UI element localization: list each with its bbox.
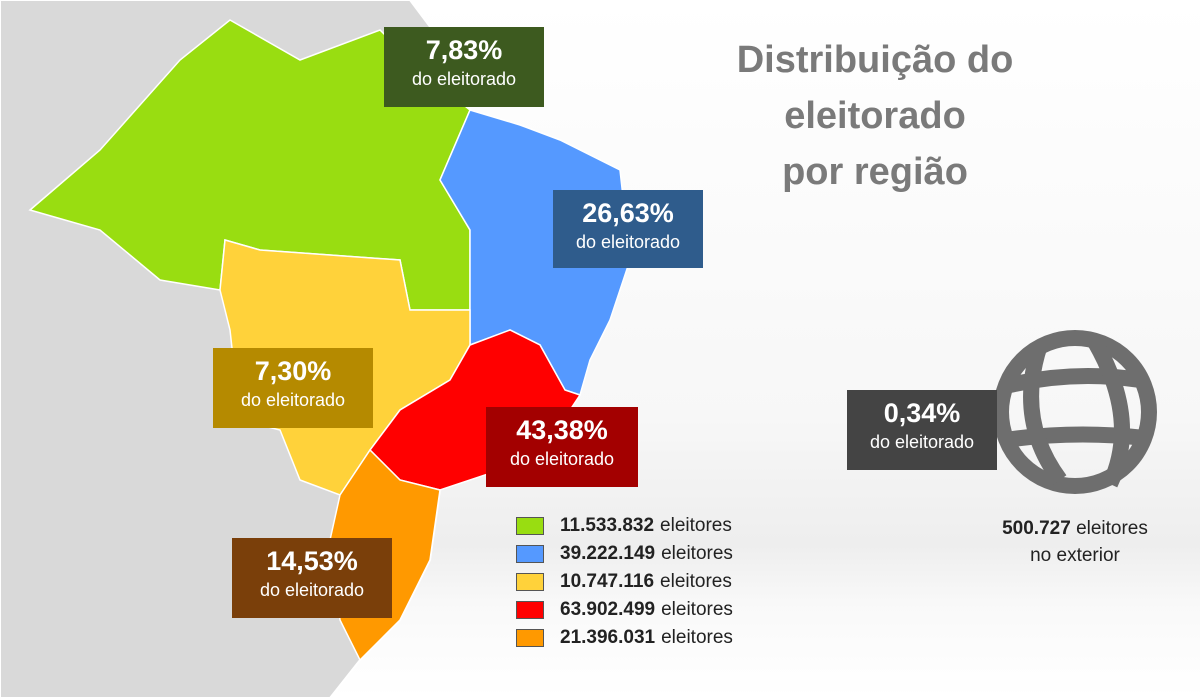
voters-label: eleitores (661, 599, 733, 620)
sudeste-percent-box: 43,38% do eleitorado (486, 407, 638, 487)
page-title: Distribuição do eleitorado por região (700, 32, 1050, 200)
legend-item-norte: 11.533.832 eleitores (516, 512, 733, 540)
exterior-label: no exterior (1030, 545, 1120, 566)
voters-count: 39.222.149 (560, 543, 656, 564)
percent-label: do eleitorado (509, 449, 615, 469)
legend-swatch (516, 629, 544, 647)
voters-count: 21.396.031 (560, 627, 656, 648)
percent-value: 7,30% (254, 356, 332, 386)
percent-label: do eleitorado (259, 580, 365, 600)
legend-swatch (516, 545, 544, 563)
voters-count: 11.533.832 (560, 515, 655, 536)
percent-label: do eleitorado (240, 390, 346, 410)
globe-icon (993, 330, 1157, 494)
nordeste-percent-box: 26,63% do eleitorado (553, 190, 703, 268)
voters-label: eleitores (660, 571, 732, 592)
percent-value: 43,38% (516, 415, 608, 445)
legend-item-centro-oeste: 10.747.116 eleitores (516, 568, 733, 596)
percent-label: do eleitorado (411, 69, 517, 89)
voters-label: eleitores (660, 515, 732, 536)
centro-oeste-percent-box: 7,30% do eleitorado (213, 348, 373, 428)
exterior-percent-box: 0,34% do eleitorado (847, 390, 997, 470)
legend-item-sul: 21.396.031 eleitores (516, 624, 733, 652)
voters-count: 500.727 (1002, 518, 1071, 539)
title-line: por região (782, 151, 968, 193)
percent-value: 14,53% (266, 546, 358, 576)
title-line: eleitorado (784, 95, 966, 137)
percent-label: do eleitorado (869, 432, 975, 452)
legend-item-sudeste: 63.902.499 eleitores (516, 596, 733, 624)
percent-value: 26,63% (582, 198, 674, 228)
voters-label: eleitores (1076, 518, 1148, 539)
norte-percent-box: 7,83% do eleitorado (384, 27, 544, 107)
title-line: Distribuição do (736, 39, 1014, 81)
voters-count: 63.902.499 (560, 599, 656, 620)
legend-item-nordeste: 39.222.149 eleitores (516, 540, 733, 568)
percent-value: 0,34% (883, 398, 961, 428)
exterior-voters: 500.727 eleitores no exterior (990, 515, 1160, 569)
percent-value: 7,83% (425, 35, 503, 65)
voters-count: 10.747.116 (560, 571, 655, 592)
voters-label: eleitores (661, 543, 733, 564)
legend-swatch (516, 573, 544, 591)
voters-label: eleitores (661, 627, 733, 648)
percent-label: do eleitorado (575, 232, 681, 252)
legend-swatch (516, 517, 544, 535)
legend-swatch (516, 601, 544, 619)
sul-percent-box: 14,53% do eleitorado (232, 538, 392, 618)
legend: 11.533.832 eleitores 39.222.149 eleitores … (516, 512, 733, 652)
